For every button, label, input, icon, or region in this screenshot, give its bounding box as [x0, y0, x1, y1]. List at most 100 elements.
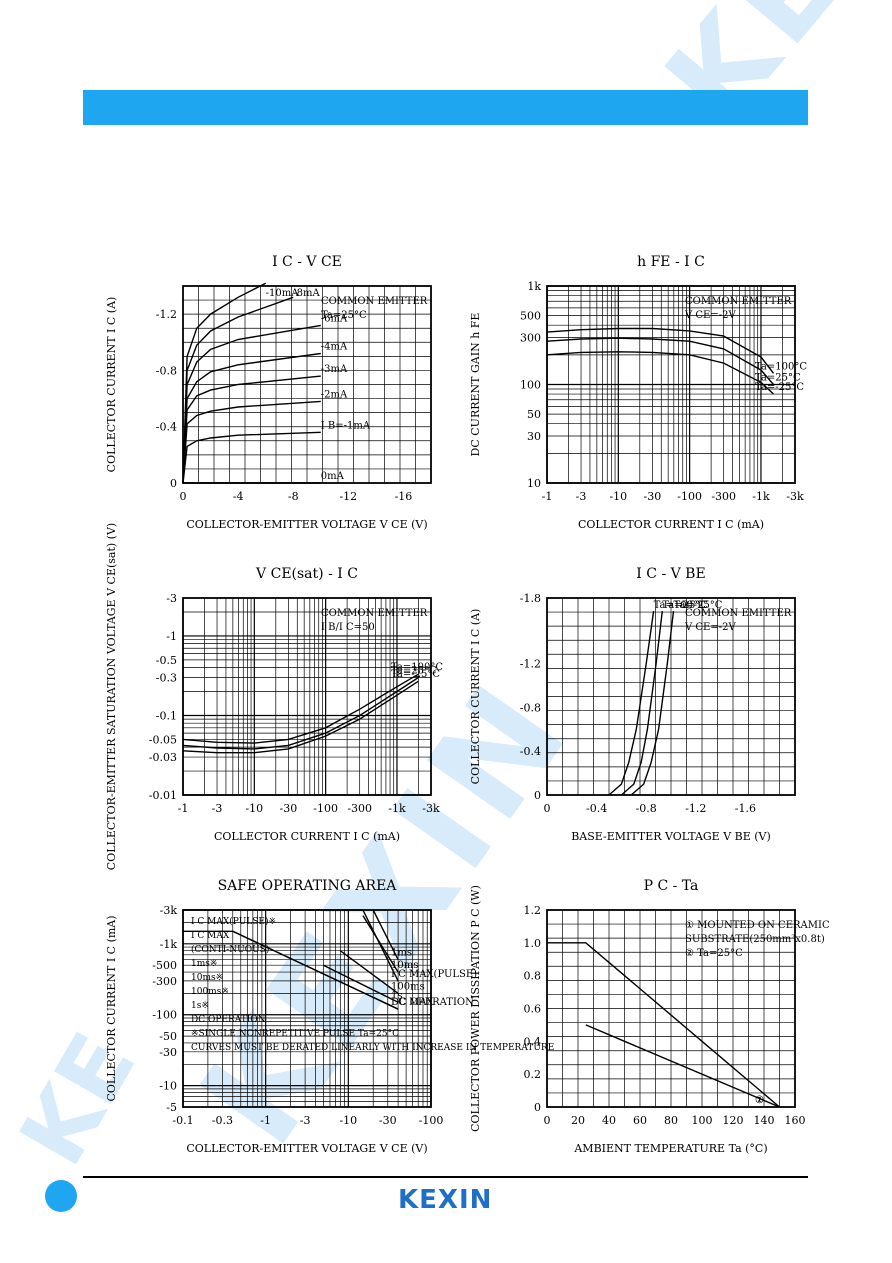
series-line: [182, 680, 419, 754]
footer-divider: [83, 1176, 808, 1178]
x-tick-label: -10: [609, 490, 627, 503]
y-tick-label: -3: [166, 592, 177, 605]
x-tick-label: -0.1: [172, 1114, 193, 1127]
series-label: Ta=-25°C: [391, 669, 440, 680]
series-label: Ta=100°C: [755, 361, 807, 372]
x-tick-label: -12: [339, 490, 357, 503]
x-tick-label: 160: [785, 1114, 806, 1127]
y-tick-label: 100: [520, 379, 541, 392]
y-tick-label: -0.4: [156, 421, 177, 434]
x-tick-label: -30: [379, 1114, 397, 1127]
y-tick-label: -0.5: [156, 654, 177, 667]
series-line: [620, 611, 663, 796]
x-tick-label: -1.2: [685, 802, 706, 815]
x-tick-label: -16: [395, 490, 413, 503]
x-tick-label: -3: [212, 802, 223, 815]
y-tick-label: -0.05: [149, 733, 177, 746]
chart-note: COMMON EMITTER: [321, 608, 428, 619]
series-line: [547, 942, 780, 1108]
y-tick-label: -100: [152, 1009, 177, 1022]
series-label: Ta=-25°C: [673, 600, 722, 611]
y-tick-label: 0: [534, 789, 541, 802]
y-tick-label: 1.2: [524, 904, 542, 917]
x-tick-label: -1.6: [735, 802, 756, 815]
chart-note: COMMON EMITTER: [685, 608, 792, 619]
plot-frame: [182, 597, 432, 796]
x-axis-label: COLLECTOR-EMITTER VOLTAGE V CE (V): [186, 518, 427, 531]
series-label: Ta=100°C: [391, 662, 443, 673]
series-label: -2mA: [321, 389, 348, 400]
x-tick-label: -30: [279, 802, 297, 815]
x-tick-label: -10: [245, 802, 263, 815]
y-tick-label: -5: [166, 1101, 177, 1114]
series-label: I B=-1mA: [321, 420, 371, 431]
chart-annotation: (CONTI-NUOUS): [191, 944, 269, 955]
x-tick-label: 100: [692, 1114, 713, 1127]
y-tick-label: -0.8: [520, 701, 541, 714]
y-tick-label: 50: [527, 408, 541, 421]
x-axis-label: COLLECTOR CURRENT I C (mA): [214, 830, 400, 843]
x-tick-label: -3: [576, 490, 587, 503]
x-tick-label: -1: [542, 490, 553, 503]
y-tick-label: 0: [170, 477, 177, 490]
series-line: [546, 337, 775, 385]
y-axis-label: COLLECTOR CURRENT I C (mA): [105, 915, 118, 1101]
series-line: [182, 431, 321, 484]
series-label: -3mA: [321, 364, 348, 375]
x-tick-label: -300: [347, 802, 372, 815]
chart-note: ② Ta=25°C: [685, 948, 743, 959]
x-tick-label: -10: [339, 1114, 357, 1127]
x-tick-label: 60: [633, 1114, 647, 1127]
y-tick-label: 1k: [527, 280, 541, 293]
series-line: [630, 611, 675, 796]
x-tick-label: -100: [419, 1114, 444, 1127]
y-tick-label: 10: [527, 477, 541, 490]
plot-frame: [546, 909, 796, 1108]
y-tick-label: -50: [159, 1030, 177, 1043]
x-tick-label: 0: [544, 802, 551, 815]
x-tick-label: 80: [664, 1114, 678, 1127]
chart-annotation: 100ms※: [191, 987, 229, 997]
chart-note: V CE=-2V: [684, 310, 736, 321]
page-marker: [45, 1180, 77, 1212]
series-line: [585, 1024, 780, 1108]
series-line: [323, 964, 399, 1003]
x-tick-label: -300: [711, 490, 736, 503]
y-axis-label: DC CURRENT GAIN h FE: [469, 313, 482, 457]
x-tick-label: 120: [723, 1114, 744, 1127]
chart-note: ① MOUNTED ON CERAMIC: [685, 920, 830, 931]
x-axis-label: BASE-EMITTER VOLTAGE V BE (V): [571, 830, 771, 843]
x-axis-label: COLLECTOR-EMITTER VOLTAGE V CE (V): [186, 1142, 427, 1155]
series-label: Ta=25°C: [662, 600, 708, 611]
series-line: [546, 351, 774, 395]
chart-note: I B/I C=50: [321, 622, 375, 633]
y-tick-label: 500: [520, 310, 541, 323]
y-tick-label: 0: [534, 1101, 541, 1114]
y-tick-label: 0.2: [524, 1068, 542, 1081]
series-label: -4mA: [321, 342, 348, 353]
x-tick-label: -30: [643, 490, 661, 503]
x-tick-label: -1: [178, 802, 189, 815]
chart-title: I C - V BE: [636, 566, 705, 582]
y-axis-label: COLLECTOR CURRENT I C (A): [105, 297, 118, 473]
series-label: -10mA: [266, 288, 300, 299]
y-tick-label: 30: [527, 430, 541, 443]
x-tick-label: -8: [288, 490, 299, 503]
chart-annotation: 10ms※: [191, 973, 223, 983]
series-line: [182, 375, 321, 484]
chart-annotation: I C MAX(PULSE)※: [191, 916, 276, 927]
series-line: [182, 676, 419, 750]
series-line: [232, 930, 399, 1010]
series-label: 0mA: [321, 471, 345, 482]
series-line: [339, 950, 399, 994]
x-tick-label: -0.4: [586, 802, 607, 815]
chart-annotation: 1ms※: [191, 959, 217, 969]
series-label: 1ms: [391, 948, 412, 959]
series-label: Ta=25°C: [755, 373, 801, 384]
plot-frame: [546, 285, 796, 484]
y-tick-label: -1.2: [520, 658, 541, 671]
series-label: 100ms: [391, 981, 425, 992]
series-label: 10ms: [391, 960, 418, 971]
y-tick-label: -0.1: [156, 709, 177, 722]
